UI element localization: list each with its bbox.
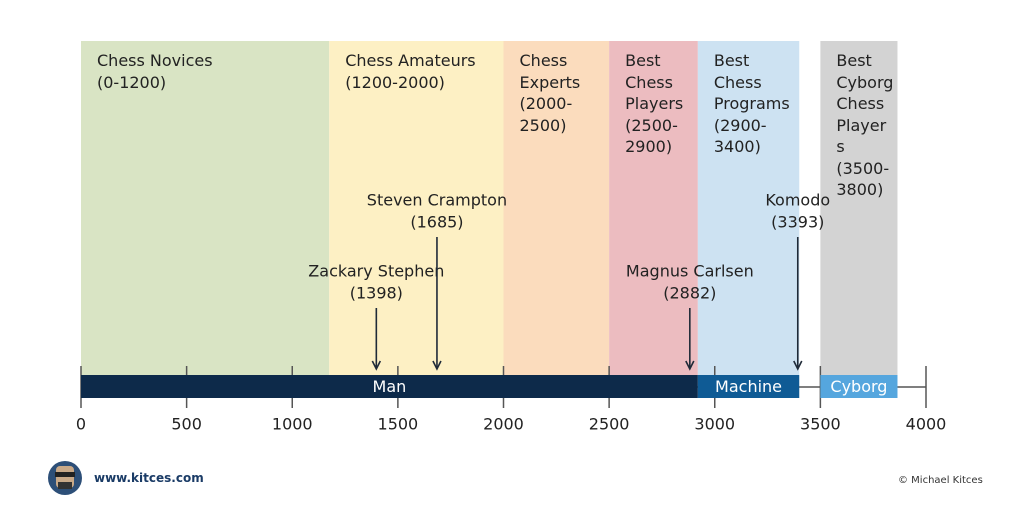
x-tick-label: 500 — [171, 415, 202, 434]
player-rating: (1685) — [410, 213, 463, 232]
x-tick-label: 1500 — [378, 415, 419, 434]
x-tick-label: 3000 — [694, 415, 735, 434]
x-tick-label: 0 — [76, 415, 86, 434]
band-name: Best Cyborg Chess Players — [836, 51, 894, 156]
band-label: Chess Amateurs (1200-2000) — [345, 50, 499, 93]
band-name: Best Chess Programs — [713, 51, 790, 113]
arrow-head — [685, 360, 695, 371]
band-range: (2900-3400) — [713, 115, 767, 157]
band-label: Chess Novices (0-1200) — [97, 50, 325, 93]
band — [820, 41, 898, 375]
segment — [81, 375, 698, 398]
band-range: (3500-3800) — [836, 158, 890, 200]
band-name: Chess Experts — [519, 51, 581, 92]
segment — [697, 375, 800, 398]
band-label: Best Chess Programs (2900-3400) — [714, 50, 795, 158]
arrow-head — [793, 360, 803, 371]
band-label: Best Cyborg Chess Players (3500-3800) — [836, 50, 893, 201]
band-range: (2500-2900) — [625, 115, 678, 157]
band — [609, 41, 698, 375]
credit: © Michael Kitces — [898, 475, 983, 486]
x-tick-label: 4000 — [906, 415, 947, 434]
website[interactable]: www.kitces.com — [94, 471, 204, 485]
segment-label: Man — [373, 377, 407, 396]
player-rating: (3393) — [771, 213, 824, 232]
segment — [820, 375, 898, 398]
player-name: Magnus Carlsen — [626, 262, 754, 281]
band — [503, 41, 610, 375]
band-name: Chess Novices — [97, 51, 213, 70]
x-tick-label: 3500 — [800, 415, 841, 434]
x-tick-label: 2500 — [589, 415, 630, 434]
segment-label: Cyborg — [830, 377, 887, 396]
band-label: Best Chess Players (2500-2900) — [625, 50, 694, 158]
band — [81, 41, 330, 375]
segment-label: Machine — [715, 377, 782, 396]
band — [697, 41, 800, 375]
arrow-head — [432, 360, 442, 371]
band-range: (1200-2000) — [345, 72, 445, 92]
band-name: Best Chess Players — [625, 51, 684, 113]
player-rating: (2882) — [663, 284, 716, 303]
arrow-head — [371, 360, 382, 371]
band-label: Chess Experts (2000-2500) — [520, 50, 606, 136]
x-tick-label: 2000 — [483, 415, 524, 434]
player-rating: (1398) — [350, 284, 403, 303]
player-name: Zackary Stephen — [308, 262, 444, 281]
x-tick-label: 1000 — [272, 415, 313, 434]
band — [329, 41, 504, 375]
band-range: (2000-2500) — [519, 94, 573, 135]
band-name: Chess Amateurs — [345, 51, 476, 70]
player-name: Komodo — [765, 191, 830, 210]
logo — [48, 461, 82, 495]
band-range: (0-1200) — [97, 72, 167, 92]
player-name: Steven Crampton — [367, 191, 507, 210]
